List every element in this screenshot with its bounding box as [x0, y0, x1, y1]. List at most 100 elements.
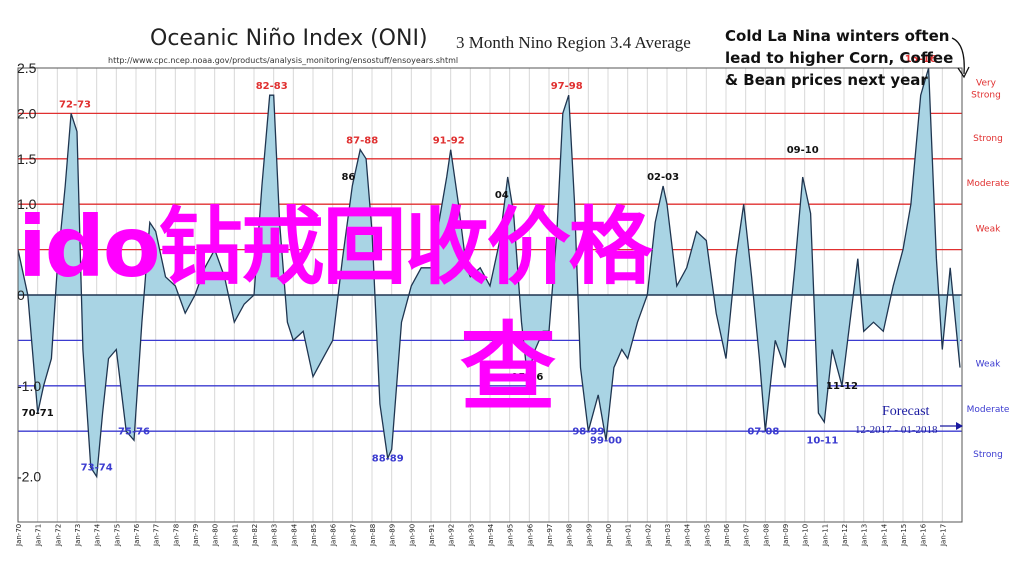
- x-tick-label: Jan-06: [723, 523, 731, 547]
- x-tick-label: Jan-89: [389, 524, 397, 547]
- callout-arrow: [951, 37, 965, 75]
- x-tick-label: Jan-86: [330, 523, 338, 547]
- event-label: 10-11: [806, 435, 838, 446]
- y-tick-label: 0: [17, 287, 25, 303]
- x-tick-label: Jan-11: [821, 524, 829, 547]
- x-tick-label: Jan-12: [841, 524, 849, 547]
- event-label: 04: [495, 190, 509, 201]
- forecast-arrow-head: [956, 422, 963, 430]
- chart-source-url: http://www.cpc.ncep.noaa.gov/products/an…: [108, 56, 459, 65]
- x-tick-label: Jan-02: [644, 524, 652, 547]
- threshold-label: Strong: [973, 134, 1003, 144]
- threshold-label: Weak: [976, 359, 1001, 369]
- event-label: 82-83: [256, 81, 288, 92]
- event-label: 88-89: [372, 454, 404, 465]
- forecast-dates: 12-2017 - 01-2018: [855, 424, 938, 436]
- threshold-label: Moderate: [967, 179, 1010, 189]
- y-tick-label: 2.0: [17, 105, 37, 121]
- x-tick-label: Jan-81: [231, 524, 239, 547]
- event-label: 95-96: [511, 372, 543, 383]
- forecast-label: Forecast: [882, 404, 930, 419]
- event-label: 91-92: [433, 136, 465, 147]
- event-label: 98-99: [572, 426, 604, 437]
- x-tick-label: Jan-71: [35, 524, 43, 547]
- callout-text: Cold La Nina winters often lead to highe…: [725, 25, 965, 91]
- event-label: 72-73: [59, 99, 91, 110]
- x-tick-label: Jan-79: [192, 524, 200, 547]
- x-tick-label: Jan-00: [605, 524, 613, 547]
- x-tick-label: Jan-91: [428, 524, 436, 547]
- chart-title: Oceanic Niño Index (ONI): [150, 26, 428, 51]
- plot-frame: [17, 67, 963, 523]
- x-tick-label: Jan-95: [507, 524, 515, 547]
- x-tick-label: Jan-14: [880, 523, 888, 547]
- x-tick-label: Jan-01: [625, 524, 633, 547]
- x-tick-label: Jan-85: [310, 524, 318, 547]
- x-tick-label: Jan-15: [900, 524, 908, 547]
- x-tick-label: Jan-92: [448, 524, 456, 547]
- x-tick-label: Jan-80: [212, 524, 220, 547]
- threshold-label: Strong: [971, 90, 1001, 100]
- callout-line-2: lead to higher Corn, Coffee: [725, 49, 954, 67]
- event-label: 73-74: [81, 463, 113, 474]
- overlay-title-2: 查: [460, 312, 556, 424]
- y-tick-label: -1.0: [17, 378, 41, 394]
- y-tick-label: 2.5: [17, 60, 37, 76]
- x-tick-label: Jan-75: [113, 524, 121, 547]
- x-tick-label: Jan-10: [802, 524, 810, 547]
- x-tick-label: Jan-83: [271, 524, 279, 547]
- x-tick-label: Jan-76: [133, 523, 141, 547]
- series-line: [17, 67, 961, 479]
- x-tick-label: Jan-84: [290, 523, 298, 547]
- chart-subtitle: 3 Month Nino Region 3.4 Average: [456, 33, 691, 52]
- x-tick-label: Jan-09: [782, 524, 790, 547]
- event-label: 11-12: [826, 381, 858, 392]
- x-tick-label: Jan-13: [861, 524, 869, 547]
- event-label: 70-71: [22, 408, 54, 419]
- x-tick-label: Jan-82: [251, 524, 259, 547]
- threshold-label: Moderate: [967, 405, 1010, 415]
- event-label: 09-10: [787, 145, 819, 156]
- threshold-label: Very: [976, 78, 997, 88]
- threshold-label: Strong: [973, 450, 1003, 460]
- x-tick-label: Jan-08: [762, 524, 770, 547]
- x-tick-label: Jan-96: [526, 523, 534, 547]
- event-label: 15-16: [905, 54, 937, 65]
- threshold-label: Weak: [976, 225, 1001, 235]
- x-tick-label: Jan-90: [408, 524, 416, 547]
- x-tick-label: Jan-73: [74, 524, 82, 547]
- x-tick-label: Jan-03: [664, 524, 672, 547]
- x-tick-label: Jan-88: [369, 524, 377, 547]
- x-tick-label: Jan-17: [939, 524, 947, 547]
- x-tick-label: Jan-98: [566, 524, 574, 547]
- x-tick-label: Jan-04: [684, 523, 692, 547]
- y-tick-label: -2.0: [17, 469, 41, 485]
- x-tick-label: Jan-72: [54, 524, 62, 547]
- x-tick-label: Jan-74: [94, 523, 102, 547]
- overlay-title: ido钻戒回收价格: [18, 198, 653, 296]
- x-tick-label: Jan-99: [585, 524, 593, 547]
- x-tick-label: Jan-87: [349, 524, 357, 547]
- event-label: 86: [341, 172, 355, 183]
- x-tick-label: Jan-05: [703, 524, 711, 547]
- event-label: 75-76: [118, 426, 150, 437]
- event-label: 87-88: [346, 136, 378, 147]
- callout-arrow-head: [957, 66, 970, 79]
- callout-line-1: Cold La Nina winters often: [725, 27, 950, 45]
- x-tick-label: Jan-93: [467, 524, 475, 547]
- x-tick-label: Jan-97: [546, 524, 554, 547]
- y-tick-label: 1.0: [17, 196, 37, 212]
- x-tick-label: Jan-77: [153, 524, 161, 547]
- x-tick-label: Jan-78: [172, 524, 180, 547]
- y-tick-label: 1.5: [17, 151, 37, 167]
- x-tick-label: Jan-07: [743, 524, 751, 547]
- series-area: [18, 68, 960, 477]
- event-label: 02-03: [647, 172, 679, 183]
- callout-line-3: & Bean prices next year: [725, 71, 928, 89]
- x-tick-label: Jan-94: [487, 523, 495, 547]
- event-label: 97-98: [551, 81, 583, 92]
- x-tick-label: Jan-16: [920, 523, 928, 547]
- event-label: 07-08: [747, 426, 779, 437]
